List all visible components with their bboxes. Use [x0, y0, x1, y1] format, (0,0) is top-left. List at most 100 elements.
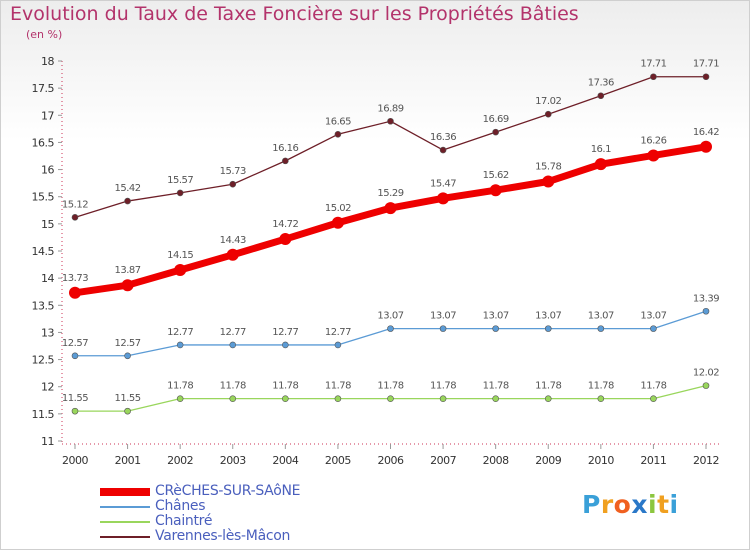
x-tick-label: 2005	[325, 454, 351, 467]
data-point	[702, 73, 710, 81]
data-label: 16.26	[640, 135, 666, 146]
data-point	[544, 395, 552, 402]
data-label: 17.71	[640, 59, 666, 70]
data-point	[387, 325, 394, 332]
data-point	[702, 307, 710, 315]
y-tick-label: 13	[41, 326, 54, 339]
data-label: 15.73	[220, 166, 246, 177]
data-label: 13.87	[115, 265, 141, 276]
data-label: 15.78	[535, 162, 561, 173]
legend-label: Chaintré	[155, 513, 213, 529]
data-label: 11.78	[325, 381, 351, 392]
x-tick-label: 2000	[62, 454, 88, 467]
legend-label: Varennes-lès-Mâcon	[155, 528, 291, 544]
data-point	[282, 341, 289, 349]
logo-letter: x	[631, 490, 648, 519]
data-point	[229, 395, 237, 402]
data-label: 11.55	[115, 393, 141, 404]
data-point	[544, 325, 552, 332]
y-tick-label: 12	[41, 381, 54, 394]
data-point	[69, 286, 81, 299]
y-tick-label: 12.5	[32, 354, 55, 367]
data-label: 11.78	[377, 381, 403, 392]
data-label: 16.1	[591, 144, 611, 155]
data-point	[387, 395, 394, 402]
data-label: 16.16	[272, 143, 298, 154]
chart-subtitle: (en %)	[26, 28, 63, 41]
data-point	[282, 395, 289, 402]
data-point	[71, 214, 79, 221]
data-point	[121, 279, 134, 292]
data-point	[71, 407, 79, 415]
data-label: 15.47	[430, 178, 456, 189]
data-point	[492, 395, 499, 402]
x-tick-label: 2001	[115, 454, 141, 467]
data-point	[124, 352, 131, 360]
data-label: 13.73	[62, 273, 88, 284]
logo-letter: t	[657, 490, 670, 519]
data-label: 11.78	[167, 381, 193, 392]
x-tick-label: 2006	[378, 454, 404, 467]
y-tick-label: 17	[41, 109, 54, 122]
data-point	[176, 395, 184, 402]
data-label: 16.69	[483, 114, 509, 125]
data-point	[439, 395, 447, 402]
data-label: 17.36	[588, 78, 614, 89]
data-label: 13.07	[430, 311, 456, 322]
y-tick-label: 13.5	[32, 299, 55, 312]
data-label: 11.78	[535, 381, 561, 392]
logo-letter: P	[582, 490, 601, 519]
x-tick-label: 2009	[535, 454, 561, 467]
data-point	[226, 248, 239, 261]
data-label: 16.89	[377, 103, 403, 114]
data-label: 13.07	[377, 311, 403, 322]
data-label: 12.57	[62, 338, 88, 349]
data-label: 15.42	[115, 183, 141, 194]
data-label: 11.78	[220, 381, 246, 392]
data-label: 13.07	[483, 311, 509, 322]
y-tick-label: 18	[41, 55, 54, 68]
data-point	[229, 180, 237, 188]
data-point	[492, 128, 499, 136]
data-label: 15.57	[167, 175, 193, 186]
logo-letter: i	[669, 490, 679, 519]
data-label: 13.07	[640, 311, 666, 322]
data-point	[71, 352, 79, 360]
data-label: 15.29	[377, 188, 403, 199]
data-point	[279, 233, 292, 246]
y-tick-label: 15.5	[32, 191, 55, 204]
data-label: 12.77	[272, 327, 298, 338]
data-label: 17.02	[535, 96, 561, 107]
data-point	[282, 157, 289, 165]
y-tick-label: 14.5	[32, 245, 55, 258]
data-label: 12.77	[220, 327, 246, 338]
data-point	[489, 184, 502, 197]
data-point	[594, 158, 607, 171]
data-point	[544, 110, 552, 118]
data-point	[597, 92, 605, 100]
data-label: 16.65	[325, 116, 351, 127]
data-point	[650, 73, 657, 81]
series-line	[71, 143, 710, 297]
data-label: 15.02	[325, 203, 351, 214]
legend-label: CRèCHES-SUR-SAôNE	[155, 483, 301, 499]
data-label: 11.78	[640, 381, 666, 392]
data-point	[124, 197, 131, 205]
data-label: 13.07	[535, 311, 561, 322]
y-tick-label: 16	[41, 164, 54, 177]
data-label: 12.57	[115, 338, 141, 349]
data-label: 16.36	[430, 132, 456, 143]
x-tick-label: 2002	[167, 454, 193, 467]
x-tick-label: 2011	[640, 454, 666, 467]
data-label: 14.72	[272, 219, 298, 230]
y-tick-label: 17.5	[32, 82, 55, 95]
x-tick-label: 2007	[430, 454, 456, 467]
data-point	[492, 325, 499, 332]
y-tick-label: 11	[41, 435, 54, 448]
y-tick-label: 16.5	[32, 136, 55, 149]
x-tick-label: 2003	[220, 454, 246, 467]
data-point	[439, 325, 447, 332]
data-point	[176, 341, 184, 349]
legend-swatch	[100, 536, 150, 538]
